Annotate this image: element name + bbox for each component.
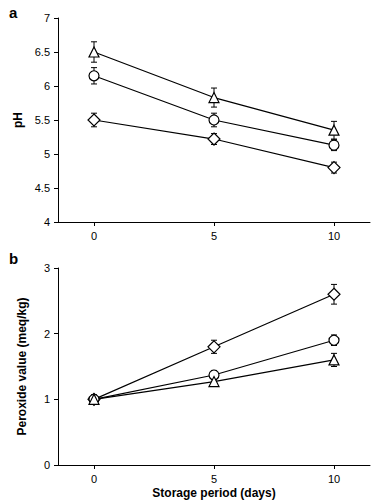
svg-text:5: 5	[211, 473, 217, 485]
svg-text:1: 1	[44, 393, 50, 405]
svg-text:5: 5	[211, 230, 217, 242]
svg-text:2: 2	[44, 328, 50, 340]
svg-text:0: 0	[91, 473, 97, 485]
svg-text:6: 6	[44, 80, 50, 92]
svg-text:3: 3	[44, 262, 50, 274]
svg-text:5: 5	[44, 148, 50, 160]
svg-text:pH: pH	[11, 112, 25, 128]
svg-text:Storage period (days): Storage period (days)	[152, 486, 275, 500]
svg-text:0: 0	[44, 459, 50, 471]
svg-text:0: 0	[91, 230, 97, 242]
svg-text:6.5: 6.5	[35, 46, 50, 58]
svg-text:10: 10	[328, 473, 340, 485]
svg-text:a: a	[9, 4, 18, 21]
svg-text:4.5: 4.5	[35, 182, 50, 194]
svg-text:10: 10	[328, 230, 340, 242]
svg-text:5.5: 5.5	[35, 114, 50, 126]
svg-text:Peroxide value (meq/kg): Peroxide value (meq/kg)	[15, 297, 29, 435]
svg-text:b: b	[9, 250, 18, 267]
svg-text:4: 4	[44, 216, 50, 228]
svg-text:7: 7	[44, 12, 50, 24]
